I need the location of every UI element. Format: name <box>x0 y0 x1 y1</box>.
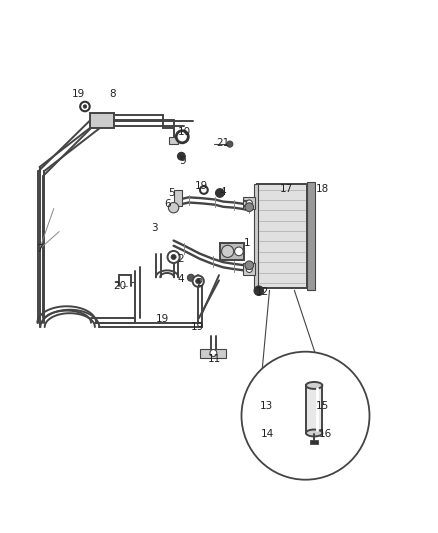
Bar <box>169 137 178 144</box>
Bar <box>173 190 182 206</box>
Ellipse shape <box>306 382 322 389</box>
Bar <box>90 112 114 128</box>
Text: 6: 6 <box>165 199 171 209</box>
Text: 7: 7 <box>36 244 43 254</box>
Text: 19: 19 <box>195 182 208 191</box>
Circle shape <box>193 276 204 287</box>
Circle shape <box>171 254 176 260</box>
Text: 19: 19 <box>72 88 85 99</box>
Text: 16: 16 <box>318 429 332 439</box>
Ellipse shape <box>306 430 322 437</box>
Text: 9: 9 <box>179 156 186 166</box>
Circle shape <box>200 186 208 194</box>
Text: 11: 11 <box>208 354 221 365</box>
Text: 15: 15 <box>316 401 329 411</box>
Text: 5: 5 <box>168 188 175 198</box>
Circle shape <box>215 189 224 197</box>
Text: 17: 17 <box>279 184 293 193</box>
Text: 12: 12 <box>256 287 269 297</box>
Circle shape <box>168 251 180 263</box>
Circle shape <box>80 102 90 111</box>
Circle shape <box>245 261 254 270</box>
Text: 21: 21 <box>217 138 230 148</box>
Circle shape <box>83 105 87 108</box>
Bar <box>254 184 258 288</box>
Text: 20: 20 <box>113 280 126 290</box>
Circle shape <box>222 245 234 257</box>
Text: 8: 8 <box>110 88 117 99</box>
Bar <box>201 349 226 358</box>
Text: 4: 4 <box>219 187 226 197</box>
Bar <box>257 184 307 288</box>
Circle shape <box>168 203 179 213</box>
Bar <box>306 385 322 433</box>
Circle shape <box>210 350 217 357</box>
Circle shape <box>196 279 201 284</box>
Circle shape <box>245 203 254 212</box>
Text: 10: 10 <box>178 127 191 138</box>
Text: 18: 18 <box>316 184 329 193</box>
Circle shape <box>241 352 370 480</box>
Bar <box>243 197 255 209</box>
Text: 19: 19 <box>156 314 170 324</box>
Text: 2: 2 <box>177 254 184 264</box>
Circle shape <box>177 152 185 160</box>
Text: 19: 19 <box>191 322 204 332</box>
Bar <box>243 263 255 276</box>
Text: 14: 14 <box>261 429 275 439</box>
Text: 13: 13 <box>260 401 273 411</box>
Text: 2: 2 <box>197 278 203 288</box>
Circle shape <box>246 200 252 206</box>
Text: 4: 4 <box>178 273 184 284</box>
Circle shape <box>187 274 194 281</box>
Text: 1: 1 <box>244 238 251 248</box>
Circle shape <box>235 247 243 256</box>
Bar <box>220 243 244 260</box>
Bar <box>310 440 318 444</box>
Circle shape <box>176 131 188 143</box>
Text: 3: 3 <box>151 223 157 232</box>
Circle shape <box>254 286 264 295</box>
Circle shape <box>246 266 252 272</box>
Circle shape <box>227 141 233 147</box>
Bar <box>307 182 315 290</box>
